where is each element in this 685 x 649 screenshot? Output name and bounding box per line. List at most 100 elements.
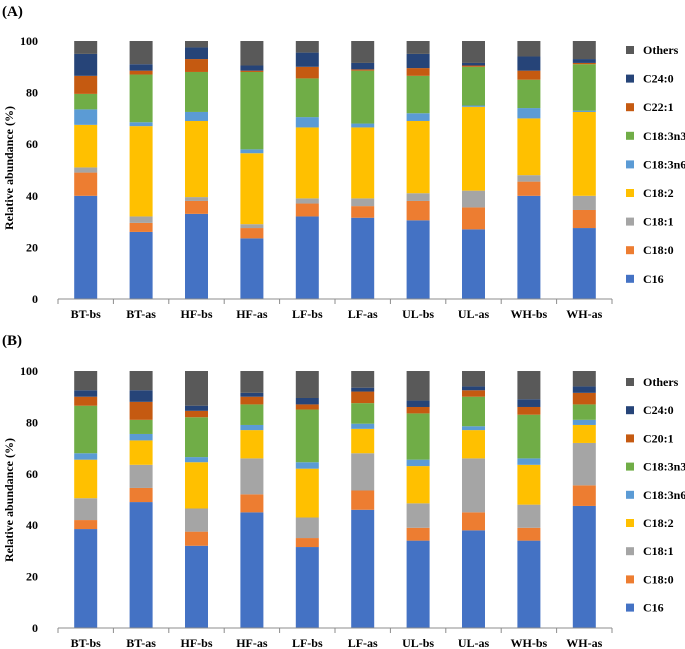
panel-b-bar-UL-bs-Others: [406, 371, 430, 401]
panel-a-x-tick-label: UL-bs: [402, 307, 434, 321]
panel-b-bar-WH-as-C18:1: [572, 442, 596, 486]
panel-a-legend-swatch-C18:3n3: [626, 131, 634, 140]
panel-b-bar-WH-bs-C16: [517, 540, 541, 628]
panel-a-x-tick-label: BT-as: [126, 307, 156, 321]
panel-a-bar-BT-bs-C22:1: [74, 75, 98, 94]
panel-a-bar-BT-bs-C18:3n6: [74, 109, 98, 125]
panel-b-bar-BT-bs-C18:3n3: [74, 405, 98, 454]
panel-b-bar-HF-bs-C18:2: [185, 462, 208, 509]
panel-a: (A) Relative abundance (%) 020406080100 …: [2, 4, 685, 321]
panel-a-bar-UL-as-Others: [462, 41, 485, 63]
panel-a-bar-UL-as-C24:0: [462, 62, 485, 66]
panel-a-bar-HF-as-C18:0: [240, 228, 264, 239]
panel-b-x-tick-label: WH-bs: [511, 636, 548, 649]
panel-a-bar-HF-as-C18:3n3: [240, 71, 264, 150]
panel-b-bar-WH-bs-C18:1: [517, 504, 541, 528]
panel-a-bar-BT-as-C16: [129, 231, 153, 299]
panel-a-y-ticks: 0 20 40 60 80 100: [20, 34, 38, 306]
panel-a-bar-WH-bs-C16: [517, 195, 541, 299]
panel-b-x-tick-labels: BT-bs BT-as HF-bs HF-as LF-bs LF-as UL-bs UL-as…: [71, 636, 603, 649]
panel-a-legend-label-Others: Others: [643, 43, 679, 57]
panel-b-bar-BT-bs-C18:1: [74, 498, 98, 521]
panel-b-bar-BT-as-C20:1: [129, 401, 153, 420]
panel-b-bar-LF-bs-C20:1: [295, 404, 319, 410]
panel-a-x-tick-label: WH-as: [566, 307, 602, 321]
panel-a-bar-UL-bs-C16: [406, 220, 430, 299]
panel-a-bar-WH-as-C16: [572, 228, 596, 299]
panel-b-bar-WH-bs-C24:0: [517, 399, 541, 407]
panel-b-bar-LF-as-C18:3n3: [351, 403, 375, 424]
panel-a-bar-BT-as-C18:3n6: [129, 122, 153, 127]
panel-a-bar-UL-as-C18:3n3: [462, 66, 485, 106]
panel-b-bar-WH-bs-C18:0: [517, 527, 541, 541]
panel-a-bar-LF-bs-C16: [295, 216, 319, 299]
panel-b-bar-LF-bs-C18:3n6: [295, 462, 319, 469]
panel-a-x-tick-label: HF-as: [236, 307, 268, 321]
panel-a-y-axis-label: Relative abundance (%): [2, 106, 16, 230]
panel-b-bar-WH-bs-C20:1: [517, 406, 541, 415]
panel-b-legend-label-Others: Others: [643, 375, 679, 389]
panel-a-y-tick-label: 100: [20, 34, 38, 48]
panel-b-y-tick-label: 0: [32, 621, 38, 635]
panel-b-y-tick-label: 60: [26, 467, 38, 481]
panel-b-bar-LF-as-Others: [351, 371, 375, 388]
panel-a-bar-LF-bs-C24:0: [295, 52, 319, 67]
panel-a-x-tick-label: WH-bs: [511, 307, 548, 321]
panel-a-bar-BT-as-Others: [129, 41, 153, 65]
panel-a-bar-WH-bs-C18:2: [517, 118, 541, 176]
panel-a-bar-HF-bs-C18:3n3: [185, 71, 208, 112]
panel-b-bar-HF-as-C24:0: [240, 392, 264, 397]
panel-b-bar-WH-as-Others: [572, 371, 596, 387]
panel-a-bar-HF-as-C18:2: [240, 153, 264, 225]
panel-b-bar-LF-as-C18:1: [351, 453, 375, 491]
panel-a-bar-BT-bs-C18:1: [74, 167, 98, 173]
panel-b-x-tick-label: BT-bs: [71, 636, 102, 649]
panel-a-legend-swatch-C18:2: [626, 189, 634, 197]
panel-b-y-tick-label: 100: [20, 364, 38, 378]
panel-a-bar-HF-bs-Others: [185, 41, 208, 48]
panel-b-bar-UL-bs-C16: [406, 540, 430, 628]
panel-b-bar-LF-as-C18:0: [351, 490, 375, 510]
panel-b-bar-UL-as-C20:1: [462, 390, 485, 397]
panel-a-bar-UL-as-C22:1: [462, 65, 485, 67]
panel-b-bar-LF-bs-C18:0: [295, 538, 319, 548]
panel-a-x-axis: [57, 298, 613, 304]
panel-a-bar-WH-bs-C22:1: [517, 70, 541, 80]
panel-b-x-tick-label: WH-as: [566, 636, 602, 649]
panel-a-bar-LF-bs-C22:1: [295, 66, 319, 79]
panel-b-bars: [74, 371, 596, 628]
panel-b-x-tick-label: UL-as: [458, 636, 490, 649]
panel-a-bar-LF-bs-C18:1: [295, 198, 319, 204]
panel-b-legend-label-C24:0: C24:0: [643, 403, 674, 417]
panel-b-bar-HF-as-C16: [240, 512, 264, 628]
panel-b-bar-BT-as-Others: [129, 371, 153, 391]
panel-b-bar-UL-bs-C20:1: [406, 406, 430, 414]
panel-a-y-tick-label: 0: [32, 292, 38, 306]
panel-b-bar-WH-as-C18:0: [572, 485, 596, 506]
panel-a-bar-BT-as-C18:2: [129, 126, 153, 217]
panel-a-bar-UL-bs-C18:0: [406, 200, 430, 221]
panel-a-bar-UL-as-C18:0: [462, 207, 485, 230]
panel-b-bar-BT-bs-C16: [74, 529, 98, 628]
panel-b-bar-HF-bs-C20:1: [185, 410, 208, 418]
panel-b-bar-UL-as-C18:1: [462, 458, 485, 513]
panel-a-x-tick-label: HF-bs: [180, 307, 212, 321]
panel-b-legend-label-C20:1: C20:1: [643, 431, 674, 445]
panel-a-bar-LF-as-Others: [351, 41, 375, 63]
panel-a-bar-UL-bs-C18:2: [406, 120, 430, 194]
panel-a-bar-UL-as-C16: [462, 229, 485, 299]
panel-b-x-tick-label: BT-as: [126, 636, 156, 649]
panel-a-x-tick-label: LF-bs: [292, 307, 323, 321]
panel-b-y-tick-label: 20: [26, 570, 38, 584]
panel-b-bar-BT-as-C18:3n3: [129, 419, 153, 434]
panel-b-bar-HF-as-C18:1: [240, 458, 264, 495]
panel-b-bar-BT-as-C18:1: [129, 464, 153, 488]
panel-a-bar-UL-bs-Others: [406, 41, 430, 54]
panel-b-bar-HF-as-Others: [240, 371, 264, 393]
panel-a-bar-WH-as-C18:2: [572, 111, 596, 196]
panel-a-bar-HF-bs-C18:0: [185, 200, 208, 214]
panel-b-bar-UL-as-C24:0: [462, 386, 485, 391]
panel-b-legend-label-C18:1: C18:1: [643, 544, 674, 558]
panel-a-legend-label-C22:1: C22:1: [643, 100, 674, 114]
panel-a-bar-WH-as-C18:3n3: [572, 64, 596, 111]
